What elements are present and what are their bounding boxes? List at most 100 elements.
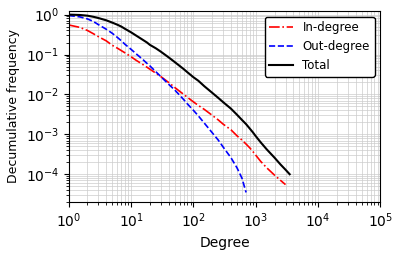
In-degree <box>158 75 163 78</box>
Y-axis label: Decumulative frequency: Decumulative frequency <box>7 29 20 183</box>
Out-degree <box>110 32 115 35</box>
In-degree <box>134 59 138 62</box>
In-degree <box>119 49 124 52</box>
Total <box>134 34 138 37</box>
Out-degree <box>66 14 71 17</box>
Total <box>272 156 277 159</box>
Total <box>91 15 96 18</box>
Out-degree <box>228 156 233 159</box>
Out-degree <box>202 122 207 125</box>
Total <box>278 163 283 166</box>
Total <box>185 71 190 74</box>
In-degree <box>154 72 158 75</box>
Total <box>104 19 109 22</box>
In-degree <box>202 108 207 111</box>
In-degree <box>181 93 186 96</box>
Total <box>221 101 226 104</box>
Total <box>264 148 269 151</box>
Out-degree <box>172 88 177 91</box>
Total <box>210 91 214 94</box>
In-degree <box>247 146 252 149</box>
Out-degree <box>244 191 248 194</box>
Out-degree <box>185 102 190 105</box>
Total <box>119 25 124 28</box>
In-degree <box>264 166 269 169</box>
In-degree <box>104 39 109 42</box>
Total <box>240 118 244 122</box>
Out-degree <box>221 145 226 149</box>
Out-degree <box>104 28 109 31</box>
Total <box>191 76 196 79</box>
Line: In-degree: In-degree <box>69 25 286 185</box>
In-degree <box>210 114 214 117</box>
In-degree <box>234 134 239 137</box>
In-degree <box>96 35 101 38</box>
Out-degree <box>181 98 186 101</box>
In-degree <box>77 26 82 29</box>
Total <box>177 64 182 67</box>
Total <box>250 131 255 134</box>
Out-degree <box>77 15 82 18</box>
In-degree <box>144 66 149 69</box>
In-degree <box>66 23 71 26</box>
In-degree <box>185 96 190 99</box>
Out-degree <box>123 43 128 46</box>
In-degree <box>283 183 288 186</box>
In-degree <box>123 51 128 54</box>
Total <box>181 68 186 71</box>
Total <box>216 96 221 99</box>
In-degree <box>221 123 226 126</box>
Out-degree <box>154 70 158 73</box>
Line: Out-degree: Out-degree <box>69 15 246 192</box>
Total <box>110 21 115 24</box>
Out-degree <box>158 75 163 78</box>
In-degree <box>244 143 248 146</box>
Total <box>129 31 134 34</box>
Total <box>253 135 258 138</box>
Total <box>144 41 149 44</box>
Out-degree <box>119 39 124 42</box>
Out-degree <box>216 139 221 142</box>
Total <box>247 127 252 130</box>
Out-degree <box>91 20 96 23</box>
Out-degree <box>85 17 90 21</box>
In-degree <box>228 128 233 131</box>
Total <box>258 141 263 144</box>
Total <box>234 113 239 116</box>
Total <box>140 38 144 41</box>
Out-degree <box>140 57 144 60</box>
Out-degree <box>144 62 149 65</box>
Total <box>154 47 158 50</box>
Out-degree <box>177 94 182 97</box>
In-degree <box>278 179 283 182</box>
In-degree <box>115 47 120 50</box>
Total <box>158 50 163 53</box>
In-degree <box>172 86 177 89</box>
Out-degree <box>196 114 201 117</box>
Total <box>244 123 248 126</box>
Out-degree <box>240 177 244 180</box>
In-degree <box>196 104 201 107</box>
In-degree <box>191 100 196 103</box>
Out-degree <box>234 166 239 169</box>
In-degree <box>166 81 171 84</box>
In-degree <box>110 44 115 47</box>
Total <box>172 60 177 63</box>
In-degree <box>148 68 152 71</box>
Total <box>287 173 292 176</box>
In-degree <box>140 62 144 66</box>
In-degree <box>91 32 96 35</box>
In-degree <box>272 173 277 177</box>
Out-degree <box>148 64 152 67</box>
Total <box>96 16 101 20</box>
Out-degree <box>129 48 134 51</box>
X-axis label: Degree: Degree <box>199 236 250 250</box>
In-degree <box>85 29 90 32</box>
Total <box>148 43 152 46</box>
Total <box>115 23 120 26</box>
In-degree <box>129 55 134 58</box>
Out-degree <box>191 109 196 112</box>
Total <box>85 14 90 17</box>
Total <box>166 56 171 59</box>
Total <box>196 79 201 82</box>
